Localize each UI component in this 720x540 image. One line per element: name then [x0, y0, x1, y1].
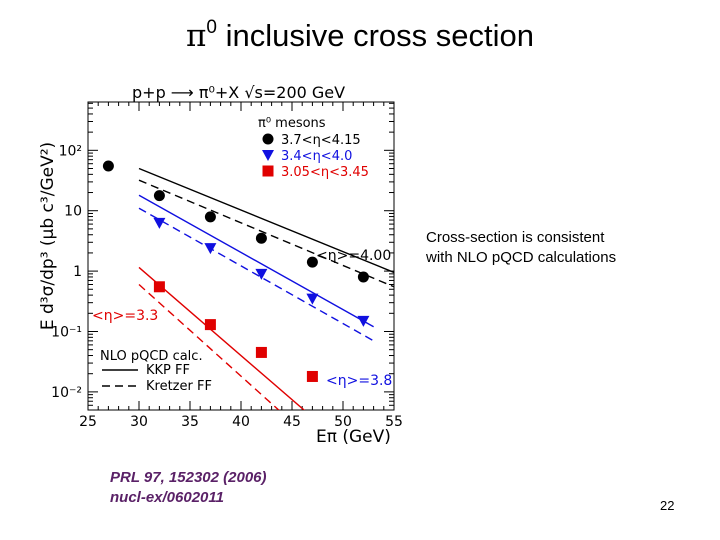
data-point-square [255, 346, 267, 358]
data-point-circle [102, 160, 114, 172]
data-point-triangle [357, 315, 370, 327]
chart-title: p+p ⟶ π⁰+X √s=200 GeV [132, 83, 345, 102]
theory-curve-dashed [138, 179, 394, 288]
eta-annotation: <η>=3.8 [326, 373, 392, 389]
data-point-circle [255, 232, 267, 244]
reference-journal: PRL 97, 152302 (2006) [110, 469, 267, 486]
data-point-triangle [204, 243, 217, 255]
note-line-1: Cross-section is consistent [426, 229, 605, 246]
theory-curve-dashed [138, 207, 374, 342]
x-axis-label: Eπ (GeV) [316, 427, 391, 447]
slide-title: π0 inclusive cross section [0, 8, 720, 56]
y-axis-label: E d³σ/dp³ (μb c³/GeV²) [38, 142, 58, 330]
eta-annotation: <η>=3.3 [92, 308, 158, 324]
x-tick-label: 50 [334, 414, 352, 430]
x-tick-label: 30 [130, 414, 148, 430]
eta-annotation: <η>=4.00 [316, 248, 391, 264]
legend-marker-square [262, 165, 274, 177]
publication-reference: PRL 97, 152302 (2006) nucl-ex/0602011 [110, 468, 267, 508]
legend-entry: 3.4<η<4.0 [281, 149, 352, 164]
x-tick-label: 40 [232, 414, 250, 430]
x-tick-label: 55 [385, 414, 403, 430]
title-superscript: 0 [206, 17, 217, 38]
theory-curve-solid [138, 194, 374, 328]
x-tick-label: 45 [283, 414, 301, 430]
reference-arxiv: nucl-ex/0602011 [110, 489, 224, 506]
calc-legend-entry: Kretzer FF [146, 379, 212, 394]
legend-marker-circle [262, 133, 274, 145]
legend-entry: 3.7<η<4.15 [281, 133, 361, 148]
data-point-circle [153, 190, 165, 202]
y-tick-label: 10 [64, 204, 82, 220]
legend-entry: 3.05<η<3.45 [281, 165, 369, 180]
theory-curve-solid [138, 167, 394, 274]
calc-legend-entry: KKP FF [146, 363, 190, 378]
x-tick-label: 35 [181, 414, 199, 430]
data-point-circle [204, 211, 216, 223]
y-tick-label: 10⁻¹ [51, 324, 82, 340]
title-text: inclusive cross section [216, 18, 534, 53]
note-line-2: with NLO pQCD calculations [426, 249, 617, 266]
x-tick-label: 25 [79, 414, 97, 430]
data-point-circle [306, 256, 318, 268]
y-tick-label: 10² [59, 143, 82, 159]
data-point-square [204, 319, 216, 331]
data-point-square [306, 370, 318, 382]
data-point-circle [357, 271, 369, 283]
page-number: 22 [660, 498, 675, 513]
data-point-triangle [255, 268, 268, 280]
theory-curve-solid [138, 266, 306, 410]
y-tick-label: 1 [73, 264, 82, 280]
legend-title: π⁰ mesons [258, 116, 326, 131]
data-point-square [153, 281, 165, 293]
y-tick-label: 10⁻² [51, 385, 82, 401]
data-point-triangle [306, 293, 319, 305]
data-point-triangle [153, 217, 166, 229]
title-symbol: π [186, 18, 207, 54]
theory-curve-dashed [138, 283, 280, 410]
calc-legend-title: NLO pQCD calc. [100, 349, 203, 364]
legend-marker-triangle [262, 150, 274, 161]
consistency-note: Cross-section is consistent with NLO pQC… [426, 228, 676, 268]
